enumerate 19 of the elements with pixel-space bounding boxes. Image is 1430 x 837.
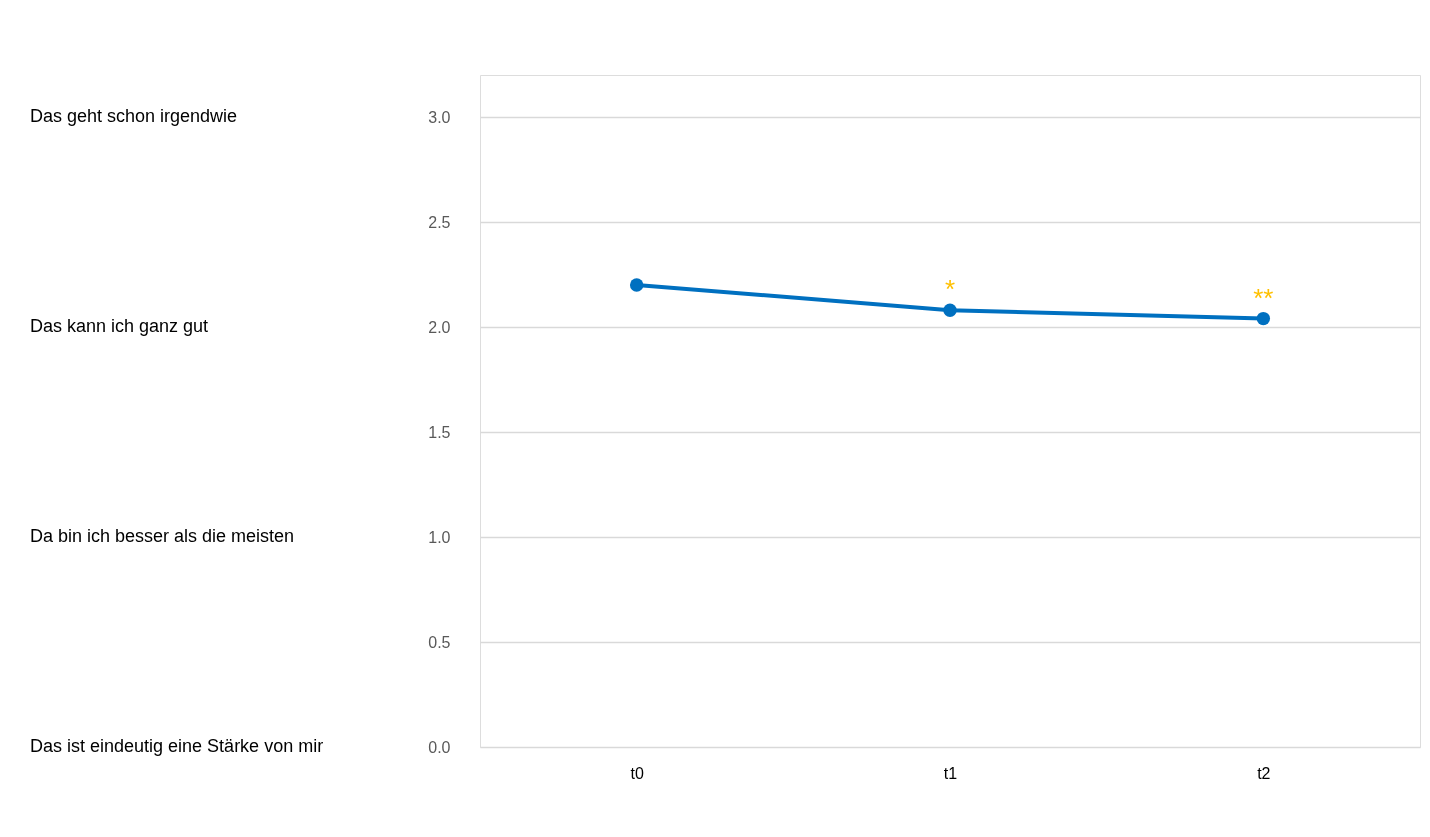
data-label: ** — [1253, 282, 1274, 313]
x-tick-label: t1 — [943, 764, 958, 782]
y-tick-label: 1.0 — [428, 528, 451, 546]
point — [1256, 311, 1271, 326]
y-tick-label: 0.0 — [428, 738, 451, 756]
point — [629, 278, 644, 292]
text: Das kann ich ganz gut — [30, 316, 209, 336]
y-tick-label: 1.5 — [428, 423, 451, 441]
text: Das geht schon irgendwie — [30, 106, 238, 126]
y-tick-label: 2.0 — [428, 318, 451, 336]
text: Das ist eindeutig eine Stärke von mir — [30, 736, 324, 756]
y-tick-label: 2.5 — [428, 213, 451, 231]
x-tick-label: t2 — [1257, 764, 1271, 782]
point — [943, 303, 957, 317]
y-tick-label: 3.0 — [428, 108, 451, 126]
text: Da bin ich besser als die meisten — [30, 526, 295, 546]
x-tick-label: t0 — [630, 764, 644, 782]
y-tick-label: 0.5 — [428, 633, 451, 651]
data-label: * — [944, 274, 956, 305]
